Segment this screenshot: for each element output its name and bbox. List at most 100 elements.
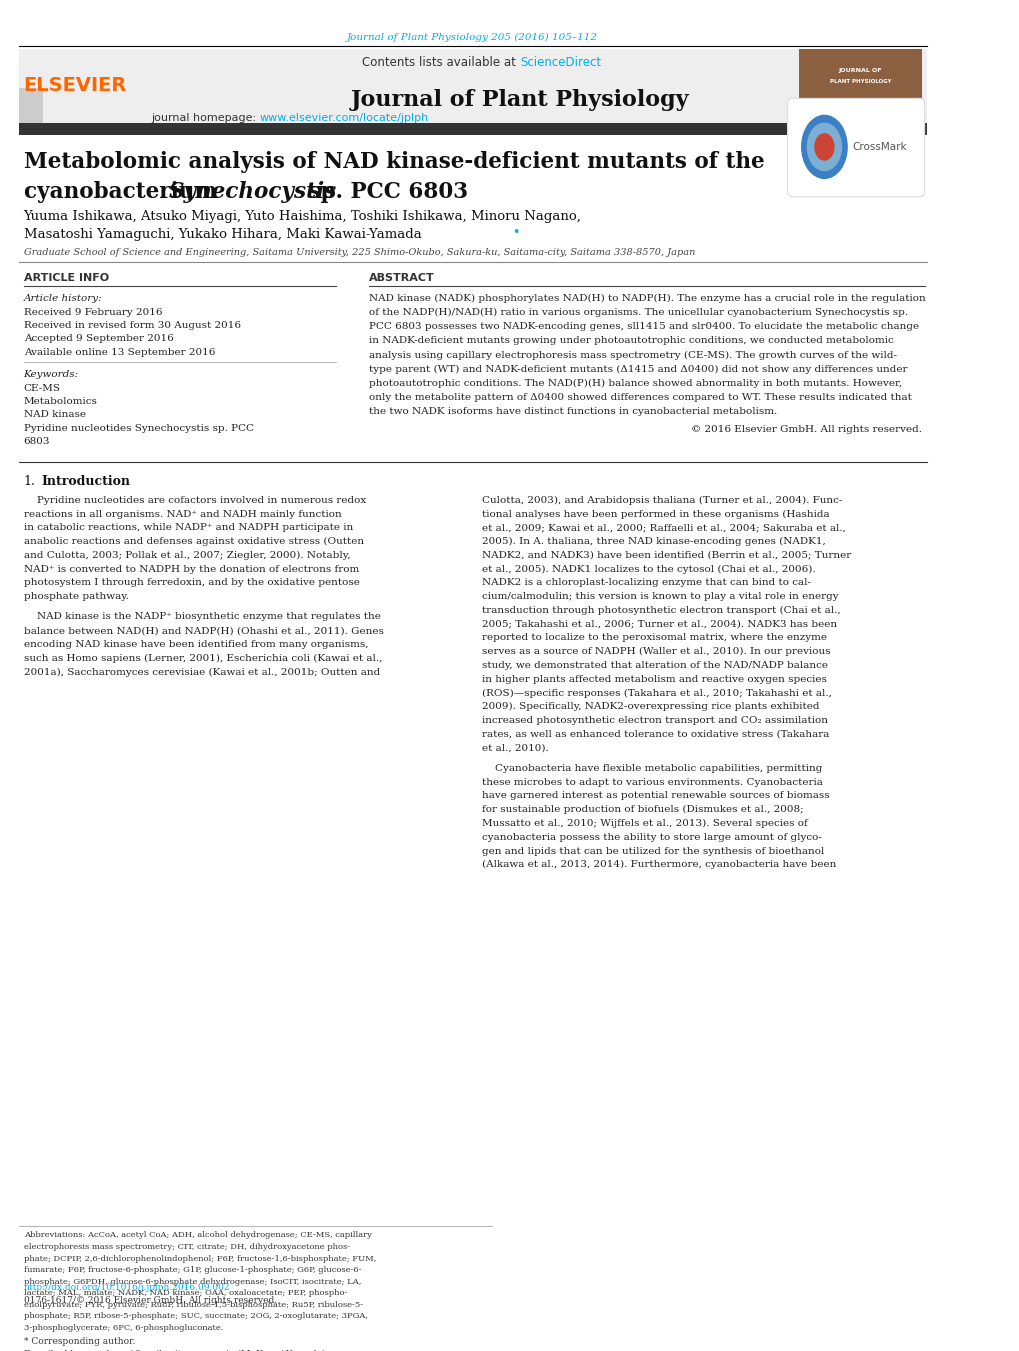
- Text: PLANT PHYSIOLOGY: PLANT PHYSIOLOGY: [828, 78, 891, 84]
- Text: encoding NAD kinase have been identified from many organisms,: encoding NAD kinase have been identified…: [23, 640, 368, 648]
- Text: * Corresponding author.: * Corresponding author.: [23, 1336, 135, 1346]
- Text: Pyridine nucleotides are cofactors involved in numerous redox: Pyridine nucleotides are cofactors invol…: [23, 496, 366, 505]
- Text: reactions in all organisms. NAD⁺ and NADH mainly function: reactions in all organisms. NAD⁺ and NAD…: [23, 509, 341, 519]
- Text: reported to localize to the peroxisomal matrix, where the enzyme: reported to localize to the peroxisomal …: [482, 634, 826, 643]
- Text: electrophoresis mass spectrometry; CIT, citrate; DH, dihydroxyacetone phos-: electrophoresis mass spectrometry; CIT, …: [23, 1243, 350, 1251]
- Text: Article history:: Article history:: [23, 293, 102, 303]
- Text: ARTICLE INFO: ARTICLE INFO: [23, 273, 109, 282]
- Text: study, we demonstrated that alteration of the NAD/NADP balance: study, we demonstrated that alteration o…: [482, 661, 827, 670]
- Text: www.elsevier.com/locate/jplph: www.elsevier.com/locate/jplph: [260, 113, 429, 123]
- Text: CE-MS: CE-MS: [23, 384, 60, 393]
- Text: in NADK-deficient mutants growing under photoautotrophic conditions, we conducte: in NADK-deficient mutants growing under …: [368, 336, 893, 346]
- Text: ScienceDirect: ScienceDirect: [520, 57, 600, 69]
- Text: such as Homo sapiens (Lerner, 2001), Escherichia coli (Kawai et al.,: such as Homo sapiens (Lerner, 2001), Esc…: [23, 654, 382, 663]
- FancyBboxPatch shape: [19, 88, 43, 124]
- Text: NADK2, and NADK3) have been identified (Berrin et al., 2005; Turner: NADK2, and NADK3) have been identified (…: [482, 551, 851, 559]
- Text: cyanobacterium: cyanobacterium: [23, 181, 224, 203]
- Text: et al., 2005). NADK1 localizes to the cytosol (Chai et al., 2006).: et al., 2005). NADK1 localizes to the cy…: [482, 565, 815, 574]
- Text: phosphate pathway.: phosphate pathway.: [23, 592, 128, 601]
- Text: cyanobacteria possess the ability to store large amount of glyco-: cyanobacteria possess the ability to sto…: [482, 832, 821, 842]
- Text: NAD⁺ is converted to NADPH by the donation of electrons from: NAD⁺ is converted to NADPH by the donati…: [23, 565, 359, 574]
- Text: these microbes to adapt to various environments. Cyanobacteria: these microbes to adapt to various envir…: [482, 778, 822, 786]
- Text: Received in revised form 30 August 2016: Received in revised form 30 August 2016: [23, 322, 240, 330]
- Text: et al., 2010).: et al., 2010).: [482, 743, 548, 753]
- Text: for sustainable production of biofuels (Dismukes et al., 2008;: for sustainable production of biofuels (…: [482, 805, 803, 815]
- Text: NAD kinase is the NADP⁺ biosynthetic enzyme that regulates the: NAD kinase is the NADP⁺ biosynthetic enz…: [23, 612, 380, 621]
- Text: in catabolic reactions, while NADP⁺ and NADPH participate in: in catabolic reactions, while NADP⁺ and …: [23, 523, 353, 532]
- Text: Introduction: Introduction: [42, 474, 130, 488]
- Text: in higher plants affected metabolism and reactive oxygen species: in higher plants affected metabolism and…: [482, 674, 826, 684]
- Text: phate; DCPIP, 2,6-dichlorophenolindophenol; F6P, fructose-1,6-bisphosphate; FUM,: phate; DCPIP, 2,6-dichlorophenolindophen…: [23, 1255, 376, 1263]
- Text: CrossMark: CrossMark: [852, 142, 907, 151]
- Text: serves as a source of NADPH (Waller et al., 2010). In our previous: serves as a source of NADPH (Waller et a…: [482, 647, 829, 657]
- Text: Journal of Plant Physiology 205 (2016) 105–112: Journal of Plant Physiology 205 (2016) 1…: [346, 32, 597, 42]
- Text: phosphate; G6PDH, glucose-6-phosphate dehydrogenase; IsoCIT, isocitrate; LA,: phosphate; G6PDH, glucose-6-phosphate de…: [23, 1278, 361, 1286]
- Text: Abbreviations: AcCoA, acetyl CoA; ADH, alcohol dehydrogenase; CE-MS, capillary: Abbreviations: AcCoA, acetyl CoA; ADH, a…: [23, 1232, 371, 1239]
- Text: •: •: [512, 226, 520, 239]
- FancyBboxPatch shape: [798, 49, 921, 124]
- Text: increased photosynthetic electron transport and CO₂ assimilation: increased photosynthetic electron transp…: [482, 716, 827, 725]
- Text: have garnered interest as potential renewable sources of biomass: have garnered interest as potential rene…: [482, 792, 829, 801]
- Text: Synechocystis: Synechocystis: [168, 181, 336, 203]
- Text: journal homepage:: journal homepage:: [151, 113, 260, 123]
- Text: http://dx.doi.org/10.1016/j.jplph.2016.09.002: http://dx.doi.org/10.1016/j.jplph.2016.0…: [23, 1282, 230, 1292]
- Text: 1.: 1.: [23, 474, 36, 488]
- Text: balance between NAD(H) and NADP(H) (Ohashi et al., 2011). Genes: balance between NAD(H) and NADP(H) (Ohas…: [23, 627, 383, 635]
- Text: anabolic reactions and defenses against oxidative stress (Outten: anabolic reactions and defenses against …: [23, 538, 364, 546]
- Text: 6803: 6803: [23, 436, 50, 446]
- Text: et al., 2009; Kawai et al., 2000; Raffaelli et al., 2004; Sakuraba et al.,: et al., 2009; Kawai et al., 2000; Raffae…: [482, 523, 845, 532]
- Text: Journal of Plant Physiology: Journal of Plant Physiology: [351, 89, 689, 111]
- Text: Graduate School of Science and Engineering, Saitama University, 225 Shimo-Okubo,: Graduate School of Science and Engineeri…: [23, 247, 694, 257]
- Text: Cyanobacteria have flexible metabolic capabilities, permitting: Cyanobacteria have flexible metabolic ca…: [482, 763, 821, 773]
- Text: (Alkawa et al., 2013, 2014). Furthermore, cyanobacteria have been: (Alkawa et al., 2013, 2014). Furthermore…: [482, 861, 836, 870]
- Text: Received 9 February 2016: Received 9 February 2016: [23, 308, 162, 317]
- FancyBboxPatch shape: [19, 49, 925, 124]
- Text: rates, as well as enhanced tolerance to oxidative stress (Takahara: rates, as well as enhanced tolerance to …: [482, 730, 828, 739]
- Text: Pyridine nucleotides Synechocystis sp. PCC: Pyridine nucleotides Synechocystis sp. P…: [23, 424, 254, 432]
- Text: Contents lists available at: Contents lists available at: [362, 57, 520, 69]
- Text: 2001a), Saccharomyces cerevisiae (Kawai et al., 2001b; Outten and: 2001a), Saccharomyces cerevisiae (Kawai …: [23, 667, 379, 677]
- Text: Accepted 9 September 2016: Accepted 9 September 2016: [23, 335, 173, 343]
- Text: JOURNAL OF: JOURNAL OF: [838, 69, 881, 73]
- Circle shape: [814, 134, 834, 159]
- Text: © 2016 Elsevier GmbH. All rights reserved.: © 2016 Elsevier GmbH. All rights reserve…: [690, 426, 921, 434]
- Text: NAD kinase (NADK) phosphorylates NAD(H) to NADP(H). The enzyme has a crucial rol: NAD kinase (NADK) phosphorylates NAD(H) …: [368, 293, 924, 303]
- Circle shape: [801, 115, 847, 178]
- Text: sp. PCC 6803: sp. PCC 6803: [301, 181, 468, 203]
- Text: ELSEVIER: ELSEVIER: [23, 76, 127, 95]
- Text: Available online 13 September 2016: Available online 13 September 2016: [23, 347, 215, 357]
- Text: enolpyruvate; PYR, pyruvate; Ru8P, ribulose-1,5-bisphosphate; Ru5P, ribulose-5-: enolpyruvate; PYR, pyruvate; Ru8P, ribul…: [23, 1301, 363, 1309]
- Text: photoautotrophic conditions. The NAD(P)(H) balance showed abnormality in both mu: photoautotrophic conditions. The NAD(P)(…: [368, 378, 901, 388]
- Text: lactate; MAL, malate; NADK, NAD kinase; OAA, oxaloacetate; PEP, phospho-: lactate; MAL, malate; NADK, NAD kinase; …: [23, 1289, 346, 1297]
- Text: (ROS)—specific responses (Takahara et al., 2010; Takahashi et al.,: (ROS)—specific responses (Takahara et al…: [482, 689, 832, 697]
- Text: Yuuma Ishikawa, Atsuko Miyagi, Yuto Haishima, Toshiki Ishikawa, Minoru Nagano,: Yuuma Ishikawa, Atsuko Miyagi, Yuto Hais…: [23, 209, 581, 223]
- Text: Mussatto et al., 2010; Wijffels et al., 2013). Several species of: Mussatto et al., 2010; Wijffels et al., …: [482, 819, 807, 828]
- Text: Keywords:: Keywords:: [23, 370, 78, 378]
- Text: PCC 6803 possesses two NADK-encoding genes, sll1415 and slr0400. To elucidate th: PCC 6803 possesses two NADK-encoding gen…: [368, 322, 918, 331]
- Text: and Culotta, 2003; Pollak et al., 2007; Ziegler, 2000). Notably,: and Culotta, 2003; Pollak et al., 2007; …: [23, 551, 350, 559]
- Text: 2005; Takahashi et al., 2006; Turner et al., 2004). NADK3 has been: 2005; Takahashi et al., 2006; Turner et …: [482, 620, 837, 628]
- Text: 2005). In A. thaliana, three NAD kinase-encoding genes (NADK1,: 2005). In A. thaliana, three NAD kinase-…: [482, 538, 825, 546]
- Text: ABSTRACT: ABSTRACT: [368, 273, 434, 282]
- Text: 2009). Specifically, NADK2-overexpressing rice plants exhibited: 2009). Specifically, NADK2-overexpressin…: [482, 703, 819, 712]
- FancyBboxPatch shape: [19, 123, 925, 135]
- Text: NAD kinase: NAD kinase: [23, 411, 86, 420]
- Text: tional analyses have been performed in these organisms (Hashida: tional analyses have been performed in t…: [482, 509, 829, 519]
- Text: Metabolomics: Metabolomics: [23, 397, 98, 407]
- Text: fumarate; F6P, fructose-6-phosphate; G1P, glucose-1-phosphate; G6P, glucose-6-: fumarate; F6P, fructose-6-phosphate; G1P…: [23, 1266, 361, 1274]
- Text: analysis using capillary electrophoresis mass spectrometry (CE-MS). The growth c: analysis using capillary electrophoresis…: [368, 350, 896, 359]
- Text: phosphate; R5P, ribose-5-phosphate; SUC, succinate; 2OG, 2-oxoglutarate; 3PGA,: phosphate; R5P, ribose-5-phosphate; SUC,…: [23, 1312, 367, 1320]
- Text: transduction through photosynthetic electron transport (Chai et al.,: transduction through photosynthetic elec…: [482, 605, 840, 615]
- Text: cium/calmodulin; this version is known to play a vital role in energy: cium/calmodulin; this version is known t…: [482, 592, 838, 601]
- Text: of the NADP(H)/NAD(H) ratio in various organisms. The unicellular cyanobacterium: of the NADP(H)/NAD(H) ratio in various o…: [368, 308, 907, 317]
- Text: Culotta, 2003), and Arabidopsis thaliana (Turner et al., 2004). Func-: Culotta, 2003), and Arabidopsis thaliana…: [482, 496, 842, 505]
- Circle shape: [807, 123, 841, 170]
- Text: the two NADK isoforms have distinct functions in cyanobacterial metabolism.: the two NADK isoforms have distinct func…: [368, 407, 776, 416]
- Text: 0176-1617/© 2016 Elsevier GmbH. All rights reserved.: 0176-1617/© 2016 Elsevier GmbH. All righ…: [23, 1296, 276, 1305]
- Text: photosystem I through ferredoxin, and by the oxidative pentose: photosystem I through ferredoxin, and by…: [23, 578, 359, 588]
- Text: type parent (WT) and NADK-deficient mutants (Δ1415 and Δ0400) did not show any d: type parent (WT) and NADK-deficient muta…: [368, 365, 906, 374]
- Text: gen and lipids that can be utilized for the synthesis of bioethanol: gen and lipids that can be utilized for …: [482, 847, 823, 855]
- Text: only the metabolite pattern of Δ0400 showed differences compared to WT. These re: only the metabolite pattern of Δ0400 sho…: [368, 393, 911, 403]
- Text: NADK2 is a chloroplast-localizing enzyme that can bind to cal-: NADK2 is a chloroplast-localizing enzyme…: [482, 578, 810, 588]
- FancyBboxPatch shape: [787, 99, 924, 197]
